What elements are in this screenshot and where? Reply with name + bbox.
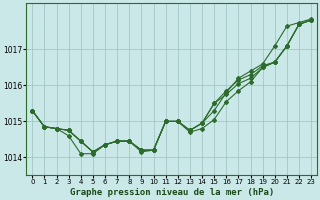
X-axis label: Graphe pression niveau de la mer (hPa): Graphe pression niveau de la mer (hPa): [69, 188, 274, 197]
